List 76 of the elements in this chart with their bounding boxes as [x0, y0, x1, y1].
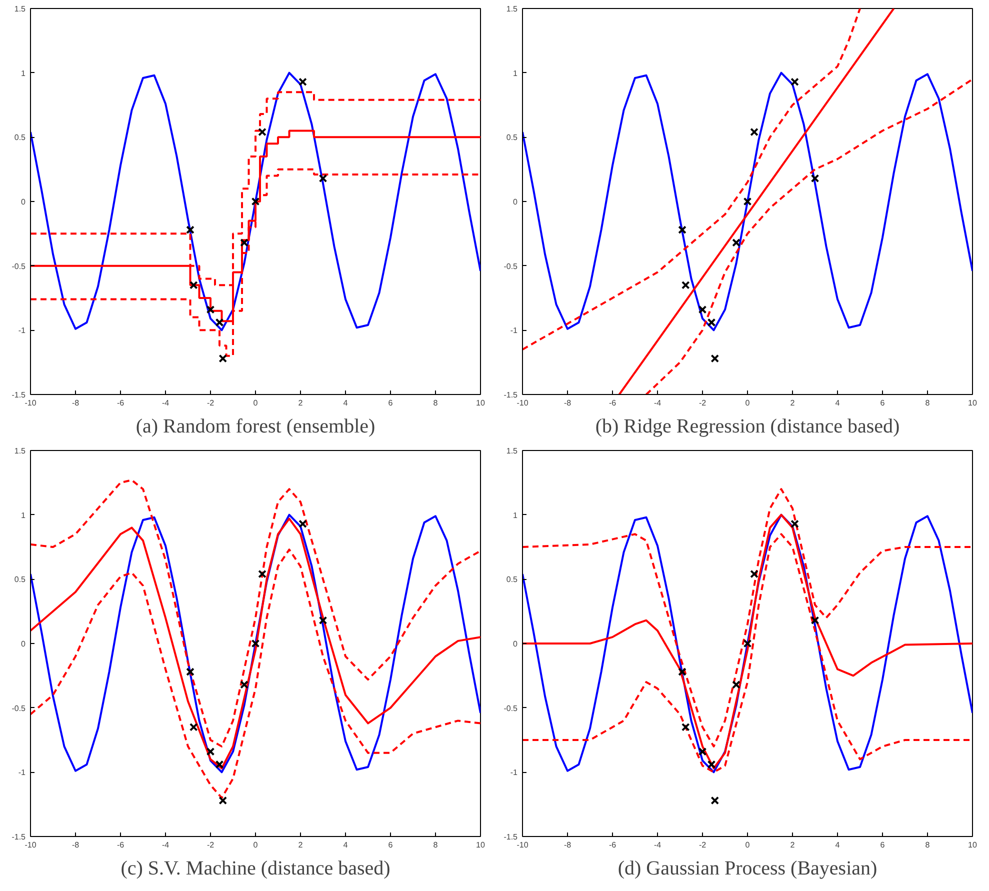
x-tick-label: 8 [433, 398, 438, 408]
x-tick-label: -10 [516, 398, 529, 408]
y-tick-label: 1 [21, 68, 26, 78]
y-tick-label: 0 [513, 198, 518, 206]
y-tick-label: -0.5 [504, 704, 518, 713]
y-tick-label: 0 [21, 198, 26, 206]
text: (b) Ridge Regression (distance based) [595, 416, 900, 438]
x-tick-label: -6 [608, 840, 617, 850]
y-tick-label: -1 [18, 326, 26, 336]
x-tick-label: -6 [116, 840, 125, 850]
x-tick-label: -4 [162, 840, 170, 850]
x-tick-label: 6 [388, 840, 394, 850]
y-tick-label: -0.5 [504, 262, 518, 271]
x-tick-label: 8 [925, 840, 930, 850]
y-tick-label: 0 [513, 640, 518, 648]
x-tick-label: 4 [343, 398, 348, 408]
x-tick-label: -8 [72, 840, 80, 850]
x-tick-label: -6 [116, 398, 125, 408]
y-tick-label: 1 [513, 68, 518, 78]
y-tick-label: 1.5 [14, 446, 26, 456]
x-tick-label: 2 [298, 840, 304, 850]
x-tick-label: 2 [790, 840, 796, 850]
y-tick-label: -0.5 [12, 704, 26, 713]
x-tick-label: -4 [162, 398, 170, 408]
y-tick-label: 0.5 [506, 575, 518, 584]
x-tick-label: 10 [968, 398, 978, 408]
y-tick-label: 1.5 [14, 4, 26, 14]
x-tick-label: 4 [835, 840, 840, 850]
x-tick-label: 0 [745, 398, 750, 408]
x-tick-label: 10 [476, 398, 486, 408]
y-tick-label: -1 [510, 326, 518, 336]
x-tick-label: -6 [608, 398, 617, 408]
x-tick-label: 0 [745, 840, 750, 850]
y-tick-label: 1 [513, 510, 518, 520]
text: (c) S.V. Machine (distance based) [120, 858, 390, 880]
y-tick-label: 0.5 [14, 133, 26, 142]
x-tick-label: 8 [433, 840, 438, 850]
y-tick-label: -1.5 [504, 832, 518, 842]
y-tick-label: 1 [21, 510, 26, 520]
y-tick-label: 1.5 [506, 446, 518, 456]
x-tick-label: -2 [698, 840, 707, 850]
x-tick-label: 10 [476, 840, 486, 850]
x-tick-label: 0 [253, 398, 258, 408]
y-tick-label: 0.5 [14, 575, 26, 584]
text: (a) Random forest (ensemble) [136, 416, 376, 438]
y-tick-label: -1.5 [12, 390, 26, 400]
x-tick-label: 6 [388, 398, 394, 408]
y-tick-label: -1 [510, 768, 518, 778]
x-tick-label: -10 [516, 840, 529, 850]
y-tick-label: 0.5 [506, 133, 518, 142]
x-tick-label: 4 [343, 840, 348, 850]
x-tick-label: 2 [298, 398, 304, 408]
text: (d) Gaussian Process (Bayesian) [618, 858, 878, 880]
x-tick-label: -8 [564, 398, 572, 408]
x-tick-label: -2 [206, 840, 215, 850]
x-tick-label: 2 [790, 398, 796, 408]
y-tick-label: -1.5 [504, 390, 518, 400]
y-tick-label: -1 [18, 768, 26, 778]
y-tick-label: 0 [21, 640, 26, 648]
x-tick-label: -10 [24, 398, 37, 408]
x-tick-label: 0 [253, 840, 258, 850]
x-tick-label: -10 [24, 840, 37, 850]
x-tick-label: -4 [654, 398, 662, 408]
x-tick-label: 4 [835, 398, 840, 408]
x-tick-label: -2 [206, 398, 215, 408]
x-tick-label: -8 [72, 398, 80, 408]
x-tick-label: -4 [654, 840, 662, 850]
x-tick-label: -8 [564, 840, 572, 850]
x-tick-label: -2 [698, 398, 707, 408]
y-tick-label: 1.5 [506, 4, 518, 14]
x-tick-label: 6 [880, 840, 886, 850]
x-tick-label: 6 [880, 398, 886, 408]
y-tick-label: -0.5 [12, 262, 26, 271]
y-tick-label: -1.5 [12, 832, 26, 842]
x-tick-label: 8 [925, 398, 930, 408]
x-tick-label: 10 [968, 840, 978, 850]
